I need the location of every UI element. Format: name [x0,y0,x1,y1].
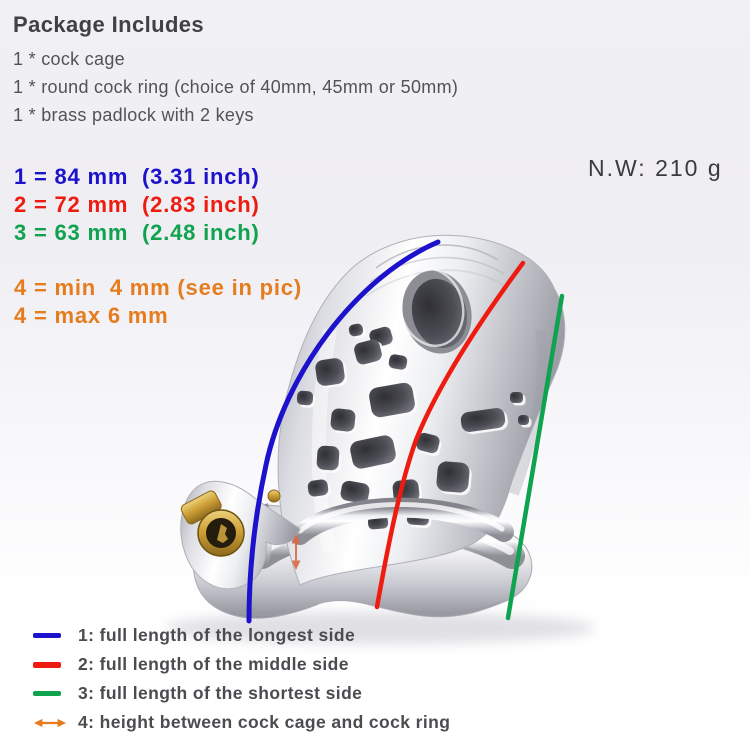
cock-ring-band [249,512,525,569]
legend-row-shortest: 3: full length of the shortest side [33,679,450,708]
legend-row-longest: 1: full length of the longest side [33,621,450,650]
brass-padlock [180,480,301,590]
gap-note-min: 4 = min 4 mm (see in pic) [14,275,302,300]
cage-holes [296,323,532,532]
legend-label: 4: height between cock cage and cock rin… [78,712,451,732]
legend-label: 3: full length of the shortest side [78,683,363,703]
legend-row-gap: 4: height between cock cage and cock rin… [33,708,450,737]
measure-line-2-middle [374,260,526,610]
cage-base [192,503,533,619]
package-title: Package Includes [13,12,205,37]
key-silhouette [217,524,228,543]
measurement-2-middle: 2 = 72 mm (2.83 inch) [14,192,260,217]
package-item-ring: 1 * round cock ring (choice of 40mm, 45m… [13,77,459,97]
brass-key-tab [180,490,222,525]
measurement-list: 1 = 84 mm (3.31 inch) 2 = 72 mm (2.83 in… [14,163,260,247]
package-item-cage: 1 * cock cage [13,49,125,69]
legend-label: 1: full length of the longest side [78,625,356,645]
head-opening [398,267,472,354]
keyhole-slot [206,518,236,548]
gap-note-list: 4 = min 4 mm (see in pic) 4 = max 6 mm [14,274,302,330]
legend-line-green [33,691,61,696]
cage-body [277,234,566,586]
gap-note-max: 4 = max 6 mm [14,303,169,328]
legend-line-red [33,661,61,668]
double-arrow-icon [33,718,67,727]
legend-section: 1: full length of the longest side 2: fu… [33,621,450,737]
measurement-3-shortest: 3 = 63 mm (2.48 inch) [14,220,260,245]
brass-pin [267,489,281,503]
measurement-1-longest: 1 = 84 mm (3.31 inch) [14,164,260,189]
legend-label: 2: full length of the middle side [78,654,349,674]
gap-arrow-icon [291,534,301,570]
cage-collar [290,497,514,545]
package-includes-section: Package Includes 1 * cock cage 1 * round… [13,12,458,129]
padlock-keyhole [197,509,245,557]
net-weight-label: N.W: 210 g [588,155,723,181]
legend-row-middle: 2: full length of the middle side [33,650,450,679]
measure-line-3-shortest [505,293,565,621]
package-item-padlock: 1 * brass padlock with 2 keys [13,105,254,125]
legend-line-blue [33,633,61,638]
